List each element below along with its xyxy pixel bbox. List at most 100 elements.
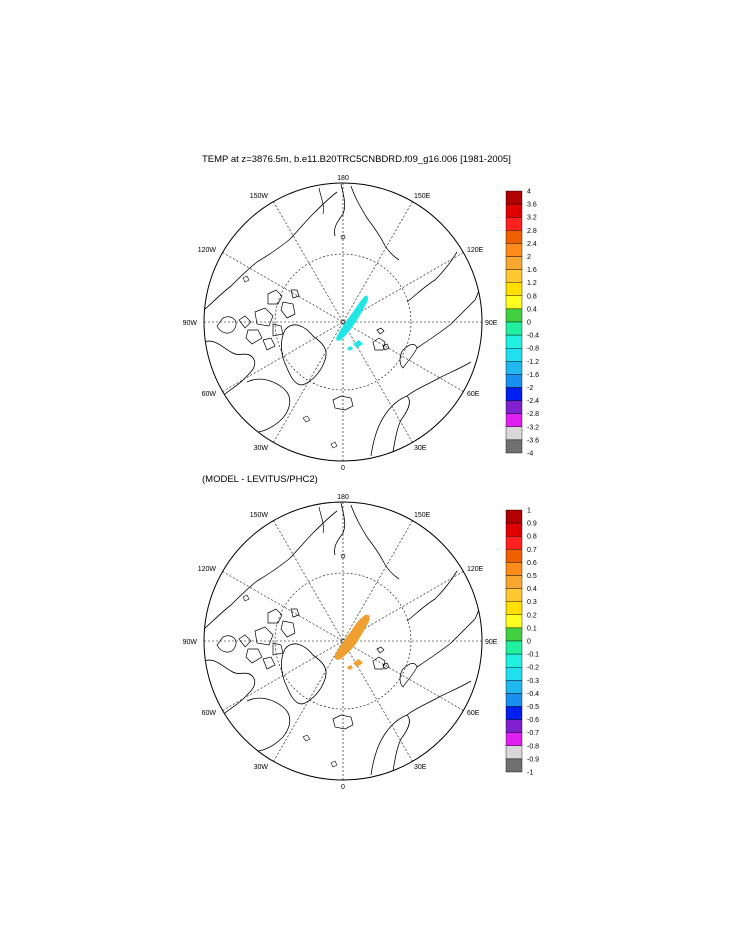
colorbar-swatch [505, 295, 523, 310]
colorbar-swatch [505, 549, 523, 563]
lon-label-60w: 60W [202, 710, 217, 717]
lon-label-120w: 120W [198, 247, 217, 254]
colorbar-swatch [505, 601, 523, 616]
lon-label-90w: 90W [183, 320, 198, 327]
colorbar-tick-label: -1 [527, 770, 533, 777]
colorbar-tick-label: 1 [527, 508, 531, 515]
plot-title-temperature: TEMP at z=3876.5m, b.e11.B20TRC5CNBDRD.f… [202, 154, 511, 165]
colorbar-tick-label: -0.4 [527, 333, 539, 340]
shaded-difference-region [334, 614, 370, 670]
colorbar-swatch [505, 522, 523, 537]
colorbar-swatch [505, 374, 523, 388]
colorbar-tick-label: 0.4 [527, 586, 537, 593]
map-boundary [203, 501, 483, 781]
colorbar-swatch [505, 256, 523, 270]
colorbar-tick-label: -4 [527, 451, 533, 458]
colorbar-tick-label: -0.4 [527, 691, 539, 698]
lon-label-120e: 120E [467, 566, 484, 573]
colorbar-tick-label: -3.6 [527, 437, 539, 444]
colorbar-tick-label: -0.8 [527, 743, 539, 750]
colorbar-swatch [505, 706, 523, 720]
colorbar-tick-label: -3.2 [527, 424, 539, 431]
lon-label-90e: 90E [485, 320, 498, 327]
colorbar-tick-label: -0.5 [527, 704, 539, 711]
colorbar-tick-label: -0.9 [527, 756, 539, 763]
colorbar-tick-label: 3.6 [527, 202, 537, 209]
colorbar-tick-label: 0.6 [527, 560, 537, 567]
colorbar-tick-label: 0.2 [527, 612, 537, 619]
colorbar-swatch [505, 308, 523, 323]
colorbar-tick-label: 1.6 [527, 267, 537, 274]
map-boundary [203, 182, 483, 462]
lon-label-150w: 150W [250, 512, 269, 519]
colorbar-tick-label: 0.7 [527, 547, 537, 554]
colorbar-swatch [505, 413, 523, 428]
colorbar-swatch [505, 758, 523, 773]
graticule [204, 502, 482, 780]
colorbar-tick-label: 0 [527, 320, 531, 327]
colorbar-tick-label: 0.8 [527, 534, 537, 541]
colorbar-swatch [505, 667, 523, 681]
colorbar-swatch [505, 588, 523, 602]
lon-label-30w: 30W [254, 445, 269, 452]
colorbar-swatch [505, 745, 523, 760]
colorbar-swatch [505, 190, 523, 205]
lon-label-150e: 150E [414, 512, 431, 519]
colorbar-tick-label: 0.8 [527, 293, 537, 300]
colorbar-swatch [505, 653, 523, 668]
colorbar-tick-label: -0.7 [527, 730, 539, 737]
colorbar-swatch [505, 282, 523, 297]
colorbar-tick-label: 0.4 [527, 306, 537, 313]
lon-label-180: 180 [337, 175, 349, 182]
lon-label-30e: 30E [414, 764, 427, 771]
lon-label-150e: 150E [414, 193, 431, 200]
colorbar-tick-label: -0.8 [527, 346, 539, 353]
polar-map-temperature: 180 0 90W 90E 150W 120W 150E 120E 60W 30… [183, 175, 498, 472]
colorbar-tick-label: -2 [527, 385, 533, 392]
colorbar-tick-label: 0.5 [527, 573, 537, 580]
shaded-temperature-region [336, 295, 368, 351]
lon-label-120e: 120E [467, 247, 484, 254]
polar-map-difference: 180 0 90W 90E 150W 120W 150E 120E 60W 30… [183, 494, 498, 791]
colorbar-swatch [505, 627, 523, 642]
lon-label-120w: 120W [198, 566, 217, 573]
colorbar-temperature: 4 3.6 3.2 2.8 2.4 2 1.6 1.2 0.8 0.4 0 -0.4 -0.8 -1.2 -… [505, 189, 539, 458]
plot-title-difference: (MODEL - LEVITUS/PHC2) [202, 474, 318, 485]
colorbar-swatch [505, 536, 523, 550]
colorbar-tick-label: 1.2 [527, 280, 537, 287]
colorbar-swatch [505, 348, 523, 362]
colorbar-swatch [505, 509, 523, 524]
colorbar-tick-label: 0 [527, 639, 531, 646]
lon-label-0: 0 [341, 465, 345, 472]
colorbar-swatch [505, 426, 523, 441]
colorbar-swatch [505, 562, 523, 576]
colorbar-tick-label: -2.4 [527, 398, 539, 405]
colorbar-swatch [505, 334, 523, 349]
lon-label-180: 180 [337, 494, 349, 501]
colorbar-tick-label: 4 [527, 189, 531, 196]
colorbar-tick-label: 2 [527, 254, 531, 261]
colorbar-swatch [505, 732, 523, 747]
colorbar-tick-label: 2.4 [527, 241, 537, 248]
colorbar-tick-label: -1.2 [527, 359, 539, 366]
colorbar-tick-label: 3.2 [527, 215, 537, 222]
colorbar-tick-label: 0.3 [527, 599, 537, 606]
lon-label-30e: 30E [414, 445, 427, 452]
colorbar-swatch [505, 575, 523, 589]
colorbar-swatch [505, 719, 523, 733]
lon-label-90w: 90W [183, 639, 198, 646]
lon-label-90e: 90E [485, 639, 498, 646]
colorbar-tick-label: 2.8 [527, 228, 537, 235]
lon-label-60e: 60E [467, 391, 480, 398]
colorbar-tick-label: -0.6 [527, 717, 539, 724]
colorbar-swatch [505, 269, 523, 283]
colorbar-tick-label: 0.9 [527, 521, 537, 528]
colorbar-swatch [505, 216, 523, 231]
colorbar-tick-label: -0.2 [527, 665, 539, 672]
colorbar-swatch [505, 361, 523, 375]
colorbar-tick-label: -0.1 [527, 652, 539, 659]
lon-label-30w: 30W [254, 764, 269, 771]
colorbar-swatch [505, 693, 523, 707]
colorbar-tick-label: 0.1 [527, 625, 537, 632]
